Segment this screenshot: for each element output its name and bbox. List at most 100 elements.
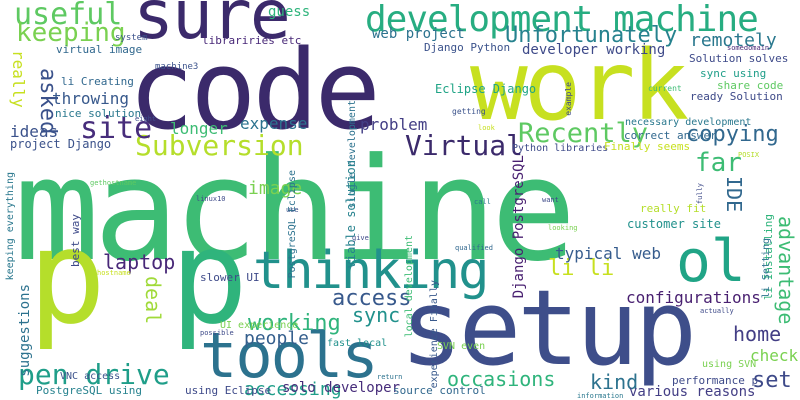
word: system xyxy=(115,33,148,43)
word: Django Python xyxy=(424,41,511,54)
word: site xyxy=(80,111,153,146)
word: librariries etc xyxy=(202,34,302,47)
word: Solution solves xyxy=(689,52,789,65)
word: useful xyxy=(14,0,123,32)
word: accessing xyxy=(244,379,342,400)
word: current xyxy=(648,84,682,93)
word: viable solution xyxy=(344,160,358,269)
word: ideas xyxy=(10,122,59,141)
word: work xyxy=(470,30,689,142)
word: solo developer xyxy=(282,380,401,396)
word: look xyxy=(478,124,495,132)
word: li Creating xyxy=(61,75,134,88)
word: expense xyxy=(240,114,308,133)
word: guess xyxy=(268,4,311,20)
word: really fit xyxy=(640,202,707,215)
word: share code xyxy=(717,79,784,92)
word: source control xyxy=(393,384,486,397)
word: access xyxy=(332,286,412,311)
word: Python libraries xyxy=(512,143,609,154)
word: local development xyxy=(404,235,415,338)
word: fully xyxy=(696,183,704,205)
word: sync using xyxy=(700,67,767,80)
word: code xyxy=(128,26,381,154)
word: deal xyxy=(141,276,165,325)
word: SVN even xyxy=(437,341,486,352)
word: fast local xyxy=(327,338,388,349)
word: suggestions xyxy=(17,284,33,377)
word: p xyxy=(28,201,107,353)
word: web project xyxy=(372,26,465,42)
word: advantage xyxy=(774,216,798,325)
word: using Eclipse xyxy=(185,384,272,397)
word: possible xyxy=(200,329,234,337)
word: kind xyxy=(590,370,639,394)
word: experience Finally xyxy=(429,280,440,389)
word: development machine xyxy=(365,0,759,40)
word: keeping everything xyxy=(5,172,16,281)
word: gethostname xyxy=(90,179,137,187)
word: problem xyxy=(360,115,428,134)
word: occasions xyxy=(447,367,556,391)
word: laptop xyxy=(103,250,176,274)
word: sure xyxy=(133,0,291,55)
word: best way xyxy=(69,214,82,267)
word: Eclipse Django xyxy=(435,82,537,96)
word: somedomain xyxy=(727,44,770,52)
word: pen drive xyxy=(18,358,170,391)
word: using SVN xyxy=(702,359,757,370)
word: PostgreSQL using xyxy=(36,384,142,397)
word: qualified xyxy=(455,244,493,252)
word: getting xyxy=(452,107,486,116)
word: correct answer xyxy=(624,129,717,142)
word: example xyxy=(564,82,573,116)
word: check xyxy=(750,346,799,365)
word: Unfortunately xyxy=(505,23,678,48)
word: nice solution xyxy=(55,107,142,120)
word: tools xyxy=(200,319,379,392)
word: VNC access xyxy=(60,371,121,382)
word: far xyxy=(695,148,742,178)
word: give xyxy=(352,234,369,242)
word: Virtual xyxy=(405,129,524,162)
word: sync xyxy=(352,303,401,327)
word: ol xyxy=(676,227,746,295)
word: li Setting xyxy=(761,238,772,299)
word: throwing xyxy=(52,89,130,108)
word: customer site xyxy=(627,217,721,231)
word: p xyxy=(170,201,249,353)
word: call xyxy=(474,198,491,206)
word: thinking xyxy=(253,241,489,301)
word: typical web xyxy=(555,244,661,263)
word: setup xyxy=(400,267,697,389)
word: copying xyxy=(686,122,779,147)
word: PostgreSQL Eclipse xyxy=(287,170,298,279)
word: various reasons xyxy=(629,384,756,400)
word: Recently xyxy=(518,118,649,149)
word: keeping xyxy=(16,18,126,48)
word: POSIX xyxy=(738,151,760,159)
word: remotely xyxy=(690,30,777,51)
word: Finally seems xyxy=(604,140,691,153)
word: necessary development xyxy=(625,117,752,128)
word: machine xyxy=(14,128,576,293)
word: information xyxy=(577,392,624,400)
word: project Django xyxy=(10,137,112,151)
word: li li xyxy=(548,256,615,281)
word: developer working xyxy=(522,42,666,58)
word: virtual image xyxy=(56,43,143,56)
word: linux10 xyxy=(196,195,226,203)
word: Django PostgreSQL xyxy=(511,155,527,299)
word: performance p xyxy=(672,374,759,387)
word: configurations xyxy=(626,288,761,307)
word: UI experience xyxy=(220,320,299,331)
word: people xyxy=(244,328,310,349)
word: machine3 xyxy=(155,62,199,72)
word: eight xyxy=(135,115,157,123)
word: Subversion xyxy=(135,129,304,162)
word: really xyxy=(9,50,28,108)
word: use xyxy=(286,206,299,214)
word: IDE xyxy=(722,176,746,213)
word: looking xyxy=(548,224,578,232)
